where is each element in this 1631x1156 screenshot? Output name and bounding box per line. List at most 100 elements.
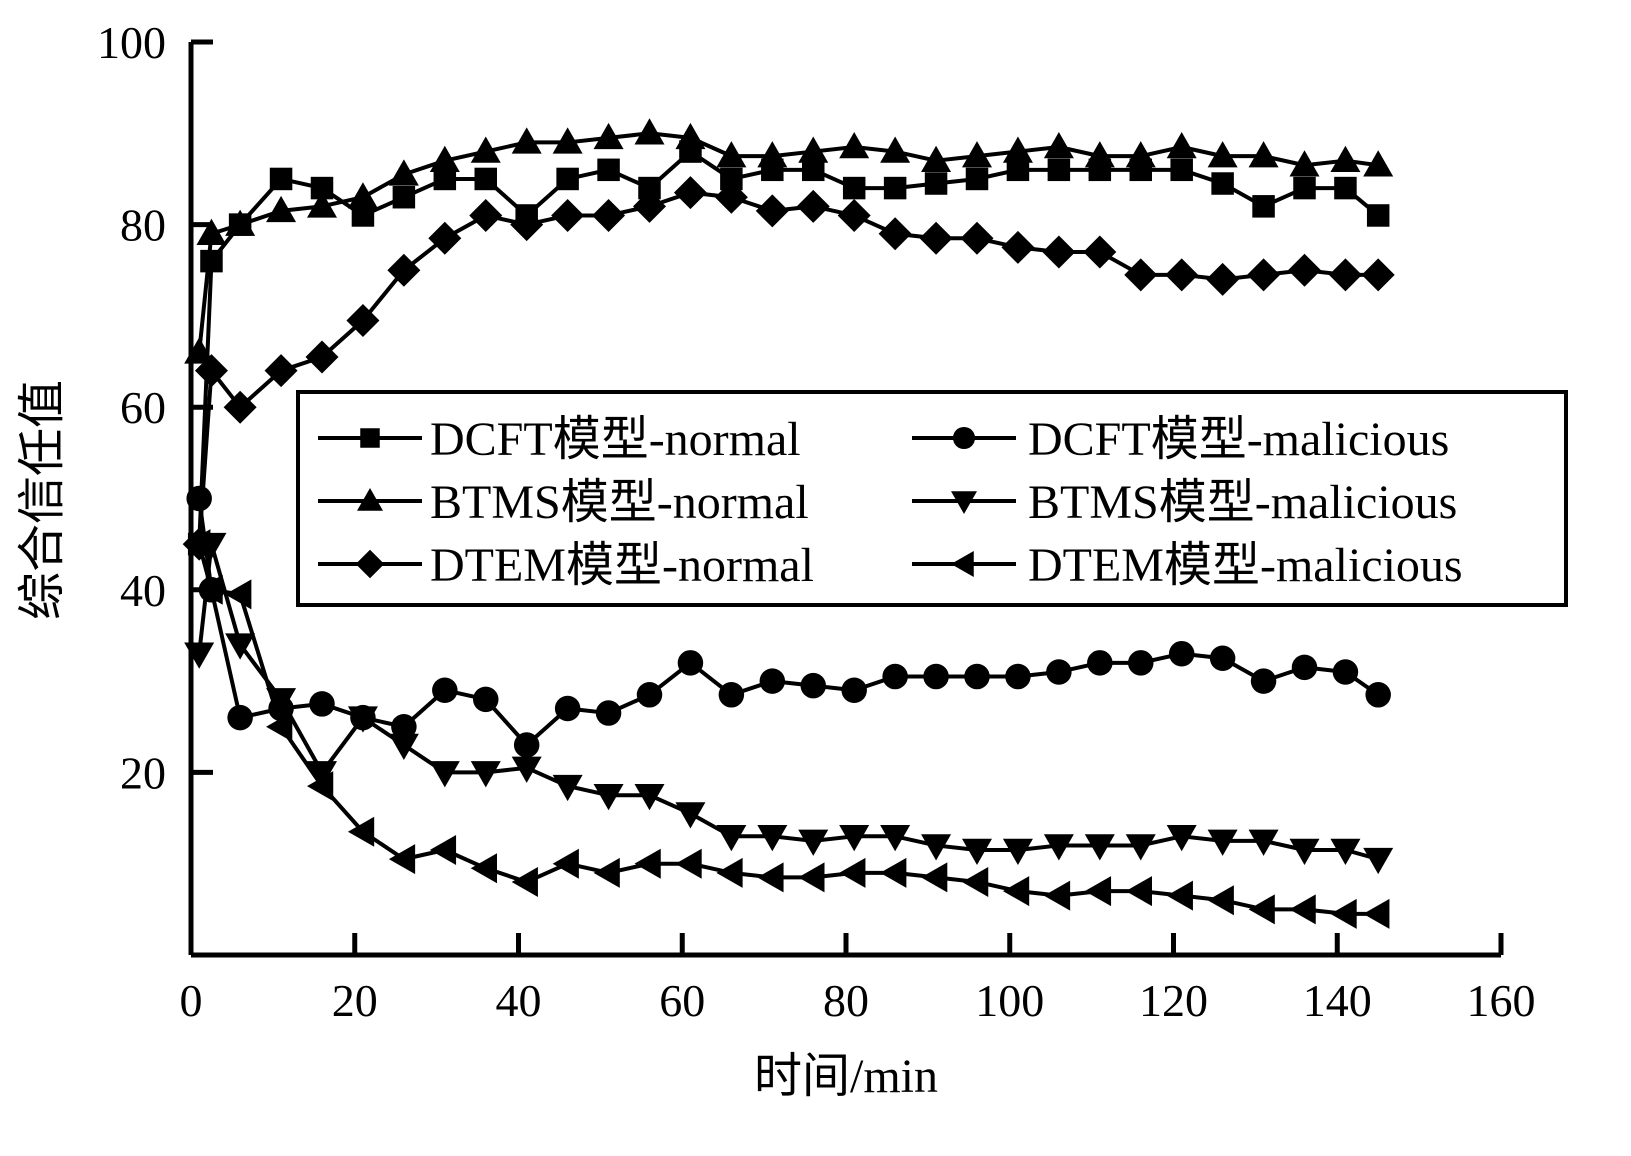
data-point: [1363, 847, 1394, 875]
data-point: [346, 303, 380, 337]
y-tick-label: 100: [97, 17, 166, 68]
data-point: [1166, 825, 1197, 852]
data-point: [1001, 230, 1035, 264]
data-point: [677, 650, 704, 676]
data-point: [1002, 136, 1033, 163]
data-point: [1002, 876, 1030, 907]
series-group: [182, 118, 1395, 929]
legend-item: DCFT模型-malicious: [912, 413, 1449, 466]
data-point: [924, 172, 948, 195]
data-point: [716, 857, 743, 888]
data-point: [921, 862, 948, 893]
data-point: [556, 167, 579, 191]
data-point: [388, 733, 419, 761]
y-tick-label: 60: [120, 382, 166, 433]
legend-marker: [952, 426, 976, 450]
data-point: [554, 695, 581, 722]
data-point: [634, 848, 661, 879]
data-point: [1248, 894, 1275, 925]
data-point: [1084, 834, 1115, 861]
data-point: [675, 848, 702, 879]
data-point: [921, 834, 952, 861]
data-point: [1361, 258, 1395, 292]
data-point: [634, 783, 665, 811]
data-point: [755, 194, 789, 228]
data-point: [1365, 682, 1391, 708]
data-point: [757, 141, 788, 168]
data-point: [473, 686, 499, 713]
data-point: [387, 253, 421, 287]
data-point: [1002, 838, 1033, 866]
x-tick-label: 120: [1139, 975, 1208, 1026]
data-point: [1363, 150, 1394, 177]
data-point: [1247, 258, 1281, 292]
data-point: [200, 249, 223, 273]
data-point: [1289, 838, 1320, 866]
legend-label: DTEM模型-malicious: [1028, 539, 1463, 592]
data-point: [1289, 894, 1316, 925]
data-point: [266, 688, 297, 715]
data-point: [800, 672, 826, 699]
data-point: [841, 677, 867, 703]
legend-item: DTEM模型-malicious: [912, 539, 1463, 592]
data-point: [1125, 141, 1156, 168]
data-point: [634, 118, 665, 145]
data-point: [1125, 876, 1152, 907]
data-point: [1168, 640, 1195, 667]
data-point: [391, 714, 417, 740]
legend: DCFT模型-normal BTMS模型-normal DTEM模型-normal D…: [296, 390, 1568, 607]
data-point: [307, 761, 337, 788]
data-point: [842, 176, 866, 200]
data-point: [1042, 235, 1076, 269]
data-point: [593, 783, 624, 811]
data-point: [347, 706, 378, 733]
data-point: [964, 663, 990, 690]
data-point: [1250, 668, 1277, 694]
data-point: [1334, 176, 1357, 200]
axes: 0 20 40 60 80 100 120 140 160 20 40 60 80 100: [97, 17, 1536, 1026]
data-point: [429, 835, 457, 866]
data-point: [798, 862, 825, 893]
data-point: [513, 732, 540, 758]
data-point: [962, 838, 992, 866]
data-point: [1330, 838, 1361, 866]
data-point: [429, 761, 460, 788]
data-point: [839, 131, 870, 159]
data-point: [796, 189, 830, 223]
data-point: [551, 198, 585, 232]
data-point: [184, 529, 211, 560]
data-point: [798, 829, 829, 856]
data-point: [1209, 645, 1236, 672]
data-point: [718, 682, 745, 708]
data-point: [225, 633, 256, 660]
data-point: [227, 704, 253, 731]
data-point: [716, 141, 747, 168]
data-point: [1207, 829, 1238, 856]
data-point: [1165, 258, 1199, 292]
data-point: [347, 816, 375, 847]
data-point: [1043, 880, 1071, 911]
data-point: [432, 677, 458, 703]
data-point: [184, 337, 215, 364]
x-tick-label: 40: [496, 975, 542, 1026]
data-point: [883, 176, 907, 200]
data-point: [388, 159, 419, 186]
data-point: [305, 340, 339, 374]
data-point: [223, 390, 257, 424]
data-point: [1211, 172, 1234, 195]
legend-marker: [951, 551, 974, 577]
x-tick-label: 60: [659, 975, 705, 1026]
y-axis-title: 综合信任值: [16, 380, 69, 620]
data-point: [264, 354, 298, 388]
data-point: [919, 221, 953, 255]
data-point: [1084, 876, 1112, 907]
data-point: [392, 185, 416, 209]
data-point: [962, 866, 989, 897]
series-2: [184, 118, 1394, 364]
data-point: [469, 198, 503, 232]
legend-item: DTEM模型-normal: [318, 539, 814, 592]
data-point: [310, 176, 334, 200]
legend-label: BTMS模型-normal: [430, 476, 809, 529]
data-point: [1047, 158, 1071, 182]
data-point: [474, 167, 497, 191]
